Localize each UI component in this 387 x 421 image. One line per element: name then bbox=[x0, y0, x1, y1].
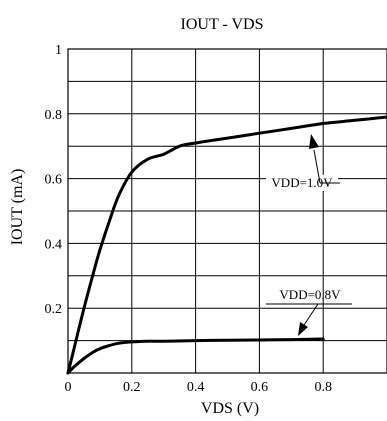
y-tick-label: 0.6 bbox=[45, 173, 63, 188]
x-axis-label: VDS (V) bbox=[201, 400, 259, 417]
tick-labels: 0 0.2 0.4 0.6 0.8 0.2 0.4 0.6 0.8 1 bbox=[45, 43, 332, 395]
series-layer bbox=[66, 115, 387, 375]
annotation-vdd-1-0v: VDD=1.0V bbox=[271, 175, 333, 190]
grid bbox=[68, 49, 387, 373]
y-tick-label: 0.2 bbox=[45, 302, 63, 317]
annotation-arrowhead bbox=[298, 322, 308, 336]
annotation-arrowhead bbox=[309, 134, 319, 149]
y-axis-label: IOUT (mA) bbox=[9, 169, 26, 246]
x-tick-label: 0.8 bbox=[314, 380, 332, 395]
annotations: VDD=1.0V VDD=0.8V bbox=[266, 134, 352, 336]
plot-frame bbox=[67, 48, 387, 374]
x-tick-label: 0.4 bbox=[187, 380, 205, 395]
annotation-background bbox=[266, 175, 338, 191]
x-tick-label: 0.2 bbox=[123, 380, 141, 395]
annotation-leader-line bbox=[303, 303, 319, 326]
series-line-vdd-1-0v bbox=[66, 115, 387, 375]
x-tick-label: 0 bbox=[65, 380, 72, 395]
series-line-vdd-0-8v bbox=[66, 337, 325, 375]
x-tick-label: 0.6 bbox=[251, 380, 269, 395]
y-tick-label: 1 bbox=[55, 43, 62, 58]
annotation-vdd-0-8v: VDD=0.8V bbox=[279, 287, 341, 302]
y-tick-label: 0.8 bbox=[45, 108, 63, 123]
y-tick-label: 0.4 bbox=[45, 237, 63, 252]
chart-title: IOUT - VDS bbox=[181, 16, 264, 33]
annotation-leader-line bbox=[313, 149, 321, 184]
